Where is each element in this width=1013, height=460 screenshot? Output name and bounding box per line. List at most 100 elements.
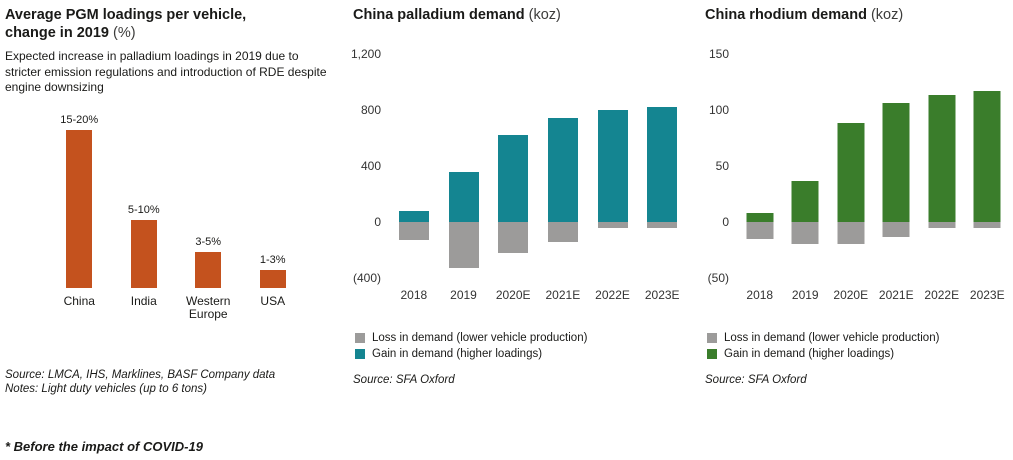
category-label: India (130, 293, 157, 308)
gain-bar-2018 (746, 213, 774, 222)
gain-bar-2021e (547, 118, 578, 222)
legend-item-loss: Loss in demand (lower vehicle production… (355, 332, 687, 344)
y-tick-label: 0 (374, 215, 381, 229)
y-tick-label: 400 (360, 159, 381, 173)
gain-bar-2018 (398, 210, 429, 222)
x-tick-label: 2018 (400, 288, 428, 302)
legend: Loss in demand (lower vehicle production… (355, 332, 687, 360)
gain-bar-2022e (928, 95, 956, 222)
title-unit: (koz) (870, 7, 904, 23)
bar (66, 130, 93, 288)
gain-bar-2019 (448, 171, 479, 222)
gain-bar-2022e (597, 110, 628, 222)
loss-bar-2022e (928, 222, 956, 228)
x-tick-label: 2018 (746, 288, 774, 302)
pgm-loadings-panel: Average PGM loadings per vehicle, change… (5, 0, 345, 397)
y-tick-label: 0 (722, 215, 729, 229)
bar-group-2019 (783, 54, 829, 278)
source-line: Source: SFA Oxford (353, 374, 455, 386)
legend-label-loss: Loss in demand (lower vehicle production… (724, 332, 940, 344)
legend-label-loss: Loss in demand (lower vehicle production… (372, 332, 588, 344)
y-tick-label: 150 (708, 47, 729, 61)
x-tick-label: 2023E (969, 288, 1005, 302)
panel-title-palladium: China palladium demand (koz) (353, 6, 687, 24)
bar-group-2020e (828, 54, 874, 278)
notes-line: Notes: Light duty vehicles (up to 6 tons… (5, 383, 207, 395)
x-tick-label: 2021E (545, 288, 581, 302)
covid-footnote: * Before the impact of COVID-19 (5, 439, 203, 454)
y-tick-label: (400) (352, 271, 381, 285)
loss-bar-2020e (498, 222, 529, 253)
category-label: Western Europe (186, 293, 231, 321)
x-tick-label: 2020E (833, 288, 869, 302)
bar-column-usa: 1-3% USA (241, 112, 306, 322)
y-tick-label: (50) (707, 271, 729, 285)
bar-group-2023e (965, 54, 1011, 278)
panel-description: Expected increase in palladium loadings … (5, 49, 327, 94)
loss-bar-2021e (882, 222, 910, 237)
legend: Loss in demand (lower vehicle production… (707, 332, 1010, 360)
gain-bar-2021e (882, 103, 910, 222)
loss-bar-2019 (448, 222, 479, 269)
bar-column-india: 5-10% India (112, 112, 177, 322)
y-axis: 150 100 50 0 (50) (705, 47, 737, 285)
palladium-demand-panel: China palladium demand (koz) 1,200 800 400… (351, 0, 687, 388)
loss-swatch-icon (707, 333, 717, 343)
loss-bar-2018 (746, 222, 774, 239)
x-axis-labels: 2018 2019 2020E 2021E 2022E 2023E (389, 288, 687, 302)
loss-bar-2018 (398, 222, 429, 241)
legend-item-loss: Loss in demand (lower vehicle production… (707, 332, 1010, 344)
y-axis: 1,200 800 400 0 (400) (351, 47, 389, 285)
bar-group-2020e (488, 54, 538, 278)
category-label: USA (260, 293, 286, 308)
bar (130, 220, 157, 288)
bar-value-label: 1-3% (259, 253, 286, 266)
bar-group-2021e (538, 54, 588, 278)
title-line2: change in 2019 (5, 25, 109, 41)
bar-value-label: 15-20% (60, 114, 99, 126)
bar-group-2022e (588, 54, 638, 278)
title-unit: (koz) (528, 7, 561, 23)
bar-group-2019 (439, 54, 489, 278)
y-tick-label: 100 (708, 103, 729, 117)
gain-swatch-icon (707, 349, 717, 359)
bar-column-western-europe: 3-5% Western Europe (176, 112, 241, 322)
bar-column-china: 15-20% China (47, 112, 112, 322)
bar-group-2023e (637, 54, 687, 278)
category-label: China (63, 293, 95, 308)
source-line: Source: LMCA, IHS, Marklines, BASF Compa… (5, 368, 276, 381)
panel-title-loadings: Average PGM loadings per vehicle, change… (5, 6, 345, 42)
pgm-loadings-bar-chart: 15-20% China 5-10% India 3-5% Western Europe 1… (47, 112, 305, 322)
title-line1: Average PGM loadings per vehicle, (5, 7, 247, 23)
loss-bar-2019 (791, 222, 819, 245)
bar-group-2021e (874, 54, 920, 278)
gain-bar-2019 (791, 180, 819, 222)
loss-bar-2022e (597, 222, 628, 228)
y-tick-label: 1,200 (350, 47, 381, 61)
loss-swatch-icon (355, 333, 365, 343)
x-tick-label: 2020E (495, 288, 531, 302)
bar (259, 269, 286, 288)
title-unit: (%) (113, 25, 136, 41)
x-tick-label: 2022E (924, 288, 960, 302)
x-axis-labels: 2018 2019 2020E 2021E 2022E 2023E (737, 288, 1010, 302)
legend-label-gain: Gain in demand (higher loadings) (372, 348, 543, 360)
rhodium-demand-panel: China rhodium demand (koz) 150 100 50 0 (50)… (705, 0, 1010, 388)
gain-bar-2023e (647, 107, 678, 222)
loss-bar-2021e (547, 222, 578, 242)
gain-swatch-icon (355, 349, 365, 359)
loss-bar-2020e (837, 222, 865, 245)
bar-value-label: 5-10% (127, 204, 160, 216)
bar-group-2018 (389, 54, 439, 278)
title-text: China palladium demand (353, 7, 525, 23)
x-tick-label: 2023E (644, 288, 680, 302)
legend-label-gain: Gain in demand (higher loadings) (724, 348, 895, 360)
legend-item-gain: Gain in demand (higher loadings) (355, 348, 687, 360)
rhodium-chart: 150 100 50 0 (50) (705, 47, 1011, 285)
title-text: China rhodium demand (705, 7, 867, 23)
bar-group-2018 (737, 54, 783, 278)
loss-bar-2023e (973, 222, 1001, 228)
source-block: Source: LMCA, IHS, Marklines, BASF Compa… (5, 368, 345, 397)
bar (195, 251, 222, 288)
